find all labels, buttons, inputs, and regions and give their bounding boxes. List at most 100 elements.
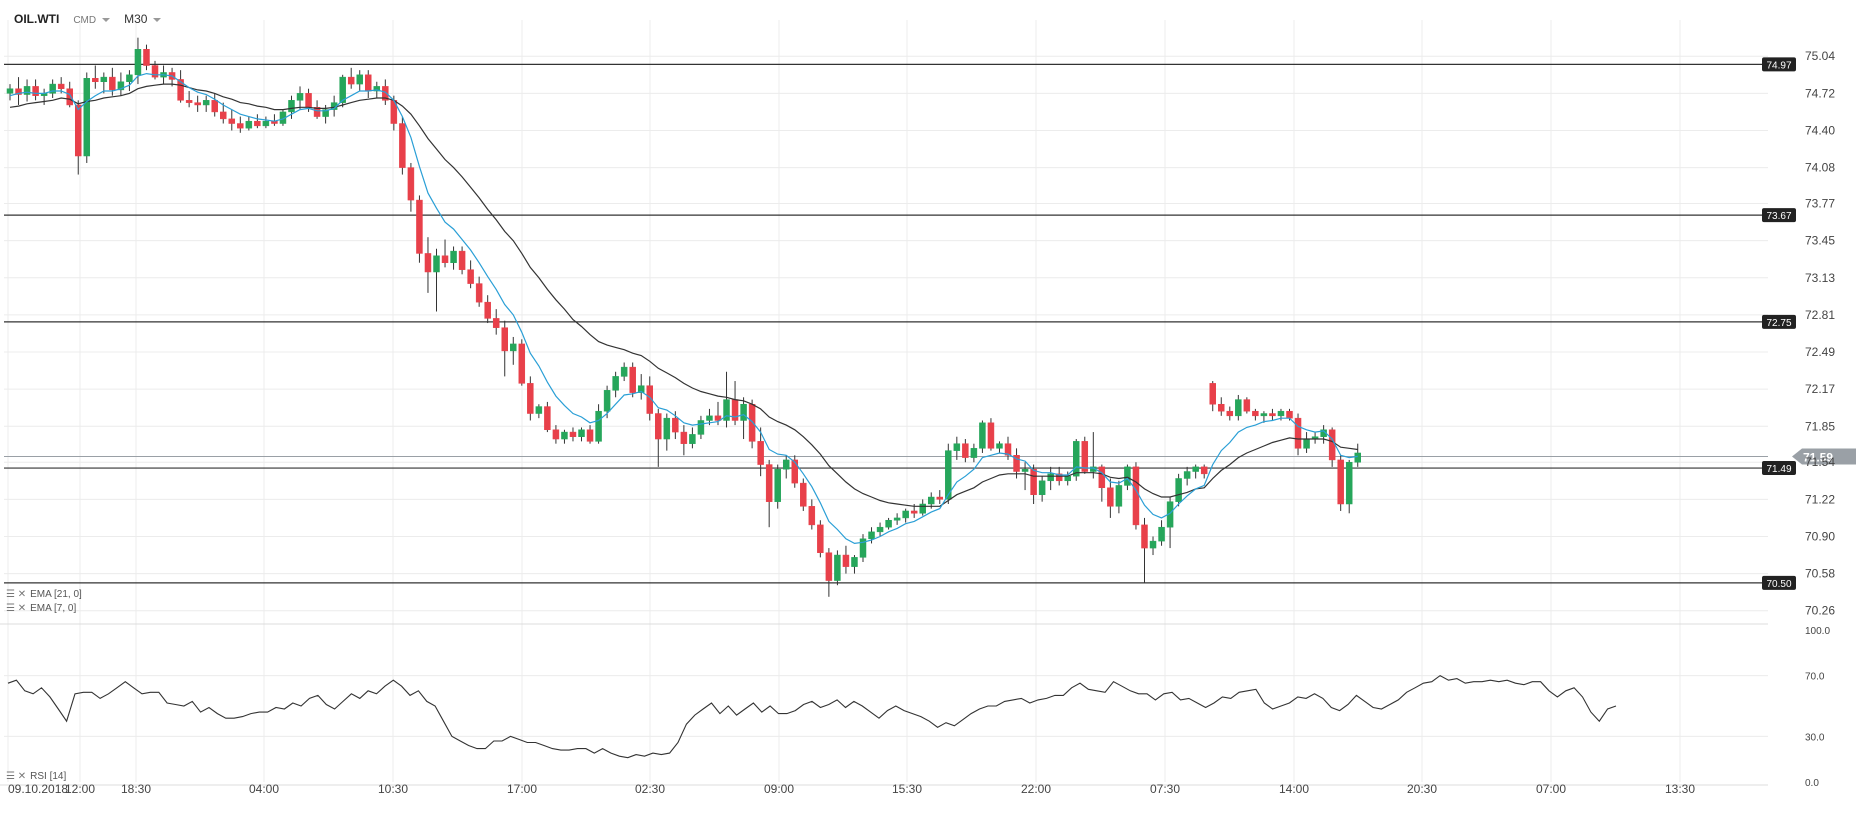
- level-tag: [1762, 57, 1796, 72]
- candle-body: [83, 78, 91, 157]
- candle-body: [1055, 473, 1063, 482]
- candle-body: [979, 422, 986, 449]
- candle-body: [100, 76, 108, 83]
- candle-body: [356, 74, 363, 85]
- candle-body: [305, 93, 312, 108]
- level-tag: [1762, 461, 1796, 476]
- indicator-rsi[interactable]: ☰ ✕ RSI [14]: [6, 771, 66, 782]
- candle-body: [910, 510, 918, 514]
- indicator-ema21[interactable]: ☰ ✕ EMA [21, 0]: [6, 589, 82, 600]
- level-tag: [1762, 575, 1796, 590]
- candle-body: [765, 464, 773, 502]
- candle-body: [23, 86, 31, 95]
- candle-body: [1107, 487, 1114, 507]
- candle-body: [1132, 466, 1140, 526]
- candle-body: [748, 403, 756, 442]
- candle-body: [1183, 471, 1191, 479]
- candle-body: [1115, 485, 1123, 507]
- candle-body: [552, 429, 560, 440]
- candle-body: [1260, 413, 1268, 417]
- candle-body: [953, 443, 961, 451]
- candle-body: [1175, 478, 1182, 502]
- candle-body: [313, 107, 321, 117]
- symbol-label[interactable]: OIL.WTI: [14, 12, 60, 26]
- candle-body: [66, 88, 73, 106]
- candle-body: [1235, 399, 1242, 417]
- time-tick-label: 10:30: [378, 782, 408, 796]
- candle-body: [339, 76, 346, 103]
- level-tag: [1762, 314, 1796, 329]
- candle-body: [620, 366, 628, 377]
- candle-body: [851, 557, 858, 567]
- candle-body: [1209, 383, 1216, 405]
- candle-body: [1328, 429, 1336, 461]
- candle-body: [194, 102, 201, 106]
- rsi-tick-label: 0.0: [1805, 778, 1819, 789]
- time-tick-label: 07:00: [1536, 782, 1566, 796]
- candle-body: [1124, 466, 1131, 486]
- candle-body: [407, 167, 415, 201]
- candle-body: [544, 406, 551, 431]
- candle-body: [458, 250, 466, 270]
- price-tick-label: 73.45: [1805, 234, 1835, 248]
- candle-body: [57, 83, 65, 89]
- candle-body: [202, 100, 210, 106]
- candle-body: [774, 468, 781, 502]
- candle-body: [117, 81, 125, 91]
- candle-body: [868, 531, 875, 540]
- chart-header: OIL.WTI CMD M30: [14, 12, 162, 26]
- price-tick-label: 70.58: [1805, 567, 1835, 581]
- candle-body: [288, 100, 295, 113]
- candle-body: [936, 496, 944, 500]
- price-tick-label: 75.04: [1805, 49, 1835, 63]
- rsi-panel: 100.0 70.0 30.0 0.0: [4, 626, 1830, 789]
- price-tick-label: 71.54: [1805, 455, 1835, 469]
- candle-body: [1303, 438, 1310, 449]
- level-tag-label: 70.50: [1766, 579, 1791, 590]
- time-tick-label: 18:30: [121, 782, 151, 796]
- chevron-down-icon: [153, 17, 162, 22]
- candle-body: [74, 104, 82, 157]
- candle-body: [689, 434, 696, 444]
- candle-body: [757, 441, 764, 465]
- menu-close-icon[interactable]: ☰ ✕: [6, 589, 27, 600]
- candle-body: [441, 255, 449, 263]
- candle-body: [399, 123, 406, 168]
- candle-body: [1192, 466, 1199, 472]
- time-tick-label: 12:00: [65, 782, 95, 796]
- candle-body: [1294, 417, 1302, 449]
- price-tick-label: 70.90: [1805, 529, 1835, 543]
- candle-body: [1073, 441, 1080, 477]
- candle-body: [126, 74, 133, 83]
- menu-close-icon[interactable]: ☰ ✕: [6, 603, 27, 614]
- candle-body: [365, 74, 372, 92]
- time-tick-label: 02:30: [635, 782, 665, 796]
- candle-body: [1013, 455, 1020, 472]
- price-tick-label: 74.40: [1805, 123, 1835, 137]
- timeframe-selector[interactable]: M30: [124, 12, 162, 26]
- candle-body: [373, 86, 381, 92]
- candle-body: [177, 79, 184, 101]
- candle-body: [32, 86, 39, 96]
- ema-lines: [9, 72, 1358, 545]
- candle-body: [919, 503, 926, 514]
- menu-close-icon[interactable]: ☰ ✕: [6, 771, 27, 782]
- candle-body: [962, 443, 969, 458]
- candle-body: [49, 83, 56, 94]
- candle-body: [680, 431, 688, 444]
- candle-body: [646, 385, 653, 414]
- candle-body: [527, 383, 534, 414]
- price-tick-label: 72.17: [1805, 382, 1835, 396]
- candle-body: [382, 86, 389, 101]
- candle-body: [262, 120, 270, 127]
- candle-body: [893, 517, 901, 521]
- candle-body: [808, 506, 816, 526]
- price-tick-label: 71.85: [1805, 419, 1835, 433]
- indicator-ema7[interactable]: ☰ ✕ EMA [7, 0]: [6, 603, 76, 614]
- type-selector[interactable]: CMD: [73, 12, 111, 26]
- time-tick-label: 07:30: [1150, 782, 1180, 796]
- candle-body: [1047, 473, 1054, 482]
- candle-body: [228, 118, 236, 124]
